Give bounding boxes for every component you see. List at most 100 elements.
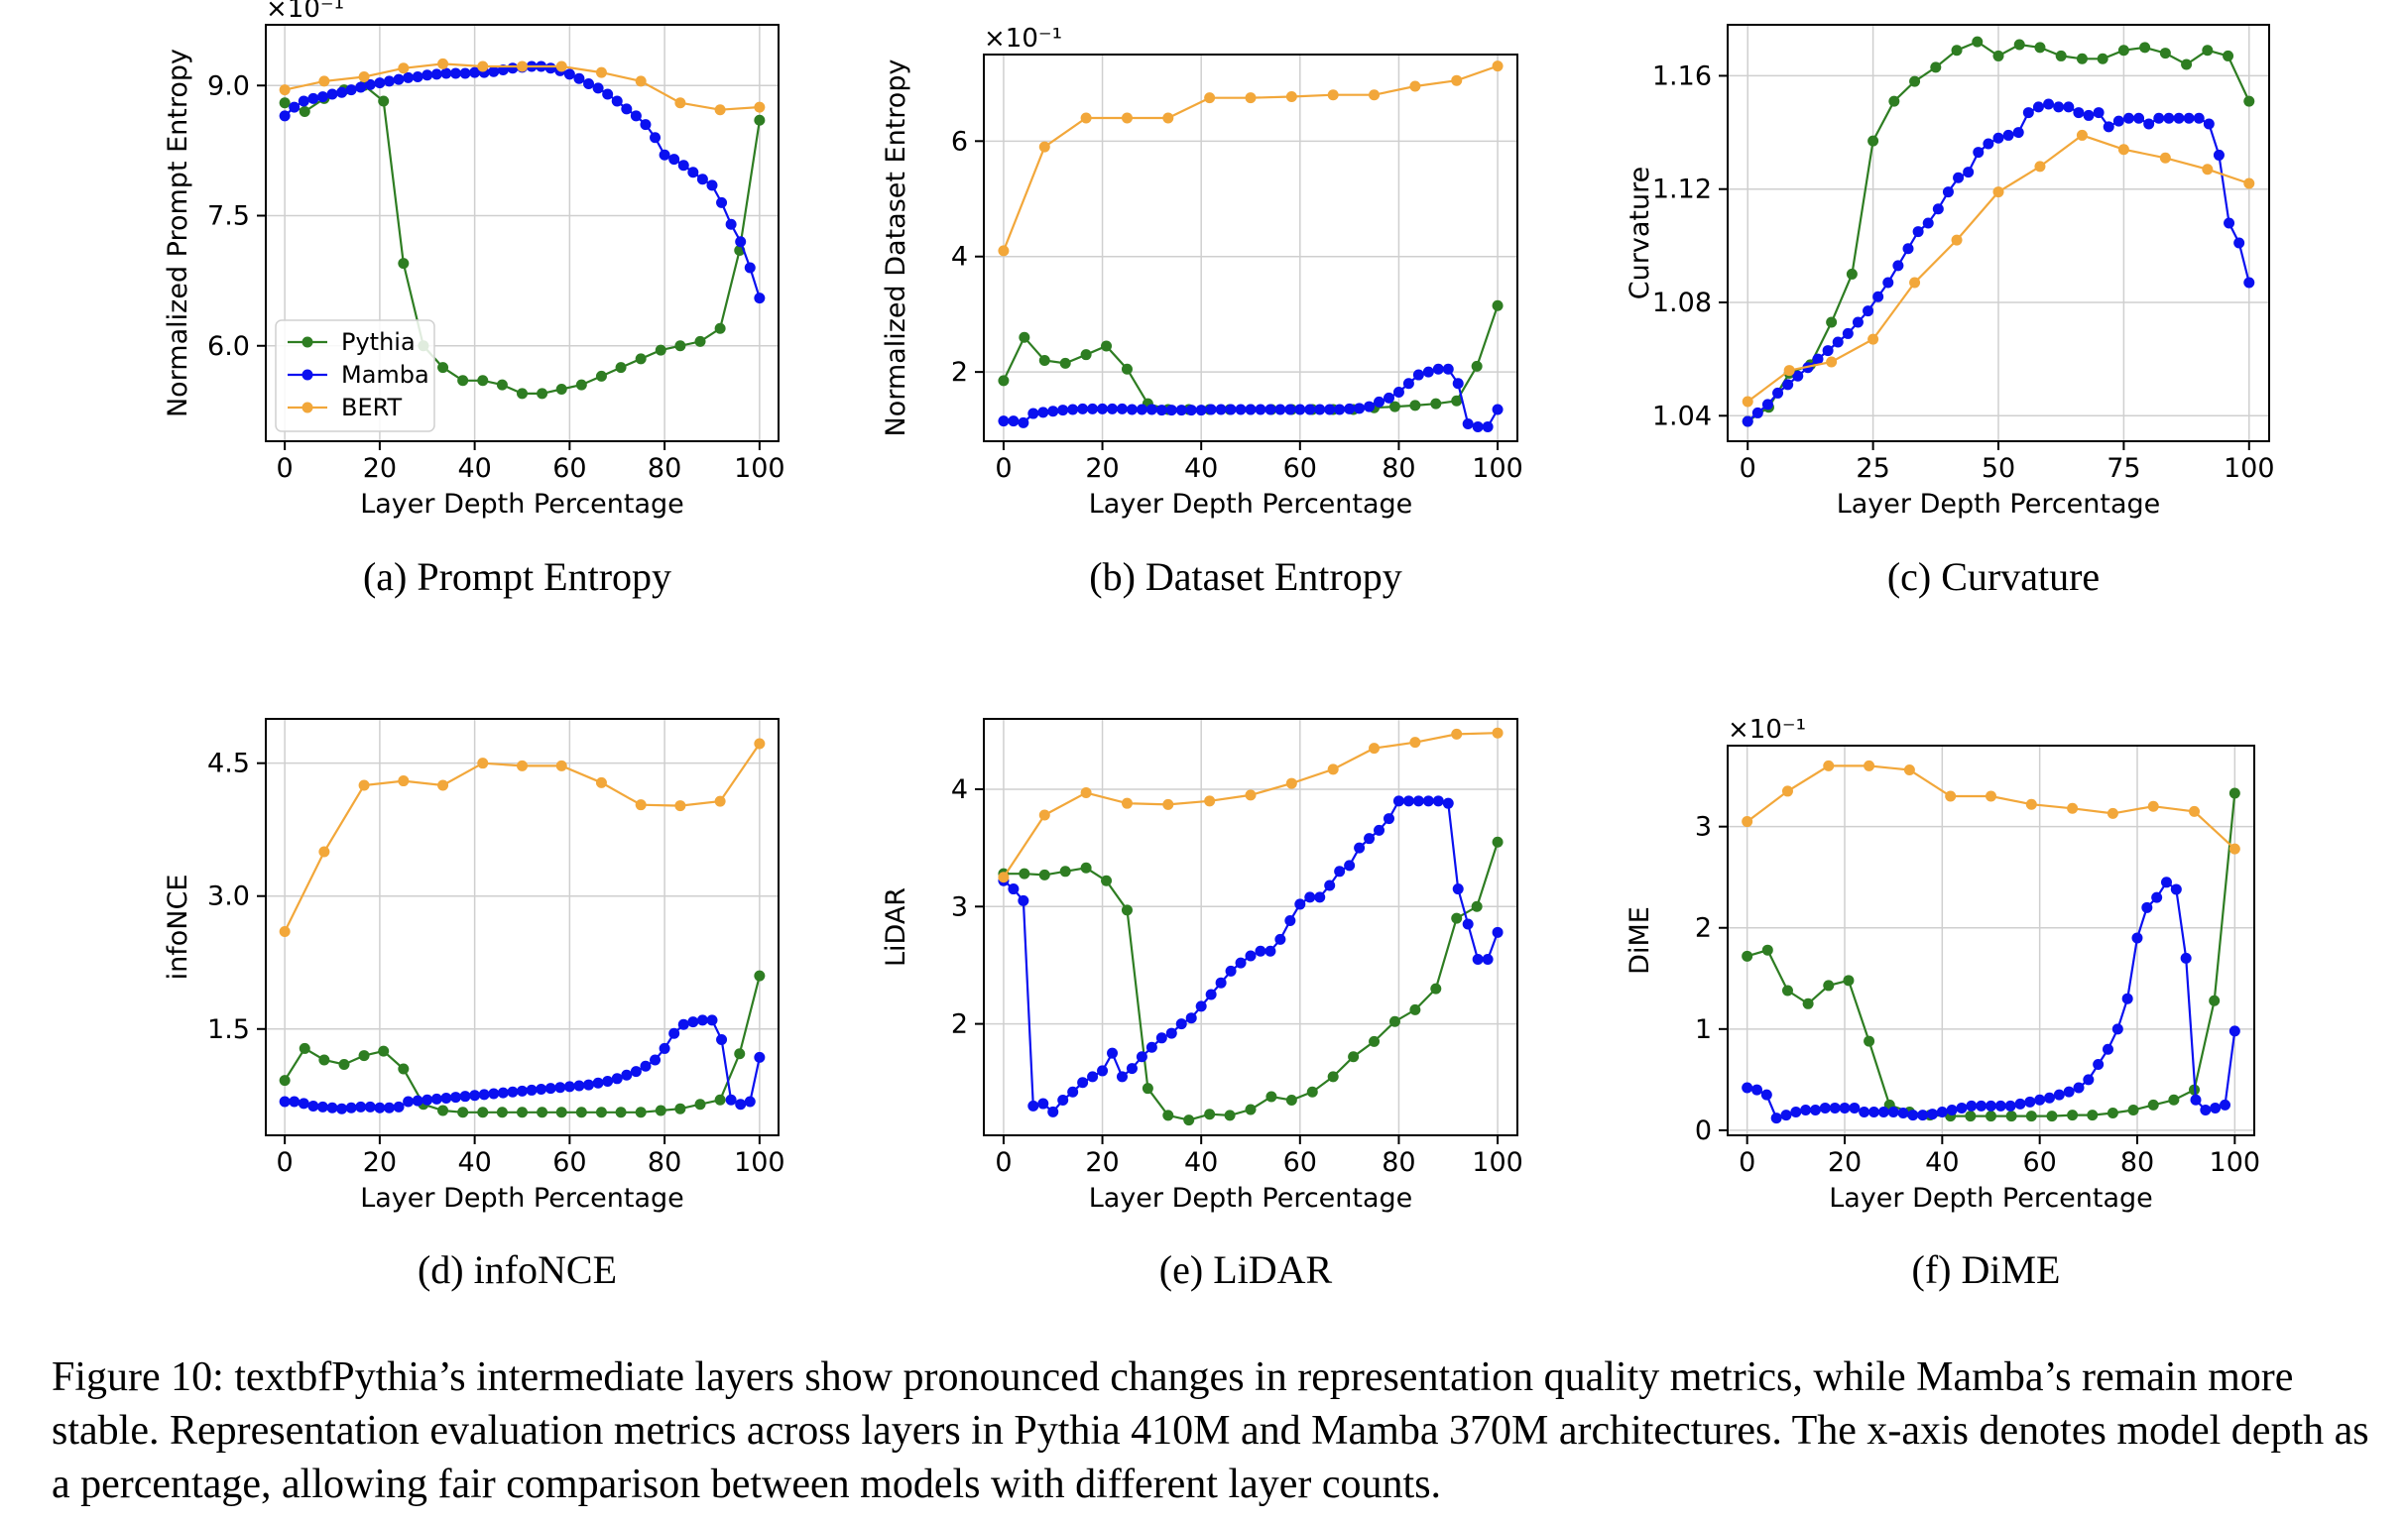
data-point-pythia	[754, 114, 766, 126]
data-point-mamba	[1027, 408, 1039, 419]
data-point-pythia	[595, 1107, 607, 1118]
data-point-mamba	[1165, 405, 1177, 416]
data-point-mamba	[1912, 226, 1924, 238]
data-point-mamba	[488, 65, 500, 77]
data-point-pythia	[595, 370, 607, 382]
data-point-bert	[279, 84, 291, 96]
data-point-mamba	[640, 1060, 652, 1072]
data-point-mamba	[1245, 404, 1257, 415]
data-point-mamba	[2233, 237, 2245, 249]
axis-multiplier: ×10⁻¹	[1728, 715, 1806, 745]
data-point-bert	[398, 62, 410, 74]
data-point-mamba	[1087, 403, 1099, 414]
y-tick-label: 4	[951, 242, 968, 273]
y-tick-label: 3	[1695, 812, 1712, 843]
data-point-mamba	[716, 1033, 728, 1045]
x-axis-label: Layer Depth Percentage	[360, 1183, 684, 1214]
data-point-mamba	[706, 1014, 718, 1026]
data-point-mamba	[1324, 880, 1336, 891]
data-point-mamba	[326, 88, 338, 100]
data-point-mamba	[1225, 965, 1237, 977]
data-point-mamba	[2203, 118, 2215, 130]
data-point-mamba	[2083, 1074, 2095, 1086]
x-tick-label: 80	[1382, 1147, 1415, 1178]
x-tick-label: 20	[363, 1147, 397, 1178]
data-point-mamba	[1942, 186, 1954, 198]
data-point-mamba	[563, 68, 575, 80]
data-point-pythia	[1843, 975, 1855, 987]
data-point-mamba	[1462, 418, 1474, 430]
data-point-bert	[517, 760, 528, 771]
x-axis-label: Layer Depth Percentage	[360, 489, 684, 520]
subcaption: (c) Curvature	[1887, 554, 2100, 599]
data-point-mamba	[1973, 147, 1985, 159]
data-point-mamba	[536, 1084, 547, 1096]
legend-box	[275, 319, 435, 432]
data-point-bert	[517, 60, 528, 72]
data-point-bert	[318, 75, 330, 87]
data-point-pythia	[1183, 1114, 1195, 1126]
x-tick-label: 60	[552, 453, 586, 484]
y-tick-label: 1.08	[1652, 288, 1712, 318]
data-point-mamba	[1936, 1107, 1948, 1118]
y-axis-label: LiDAR	[881, 887, 911, 967]
data-point-pythia	[517, 388, 528, 400]
x-axis-label: Layer Depth Percentage	[1829, 1183, 2153, 1214]
data-point-mamba	[1057, 1095, 1069, 1107]
data-point-mamba	[2012, 127, 2024, 139]
data-point-pythia	[2181, 59, 2193, 70]
data-point-mamba	[2183, 112, 2195, 124]
data-point-mamba	[621, 103, 633, 115]
data-point-mamba	[279, 1096, 291, 1108]
data-point-mamba	[2063, 101, 2075, 113]
data-point-pythia	[1864, 1035, 1875, 1047]
x-tick-label: 0	[1740, 453, 1756, 484]
data-point-pythia	[714, 1094, 726, 1106]
data-point-mamba	[1354, 403, 1366, 414]
data-point-mamba	[1047, 406, 1059, 417]
data-point-bert	[2067, 802, 2079, 814]
data-point-mamba	[592, 1077, 604, 1089]
data-point-mamba	[687, 1016, 699, 1028]
data-point-mamba	[583, 78, 595, 89]
data-point-mamba	[1462, 918, 1474, 930]
data-point-mamba	[1284, 914, 1296, 926]
chart-panel: 0 25 50 75 100 1.04 1.08 1.12 1.16 Layer Depth Pe…	[1625, 24, 2275, 599]
data-point-bert	[635, 75, 647, 87]
chart-panel: 0 20 40 60 80 100 6.0 7.5 9.0 ×10⁻¹ Layer Depth Pe…	[163, 0, 785, 599]
data-point-pythia	[555, 1107, 567, 1118]
data-point-mamba	[1175, 1018, 1187, 1030]
data-point-bert	[437, 779, 449, 791]
x-tick-label: 25	[1856, 453, 1889, 484]
data-point-pythia	[1867, 135, 1879, 147]
data-point-mamba	[393, 73, 405, 85]
data-point-mamba	[2004, 1100, 2016, 1112]
data-point-mamba	[1274, 933, 1286, 945]
data-point-mamba	[307, 92, 319, 104]
data-point-mamba	[2073, 107, 2085, 119]
data-point-pythia	[1492, 836, 1504, 848]
data-point-mamba	[1822, 345, 1834, 357]
data-point-mamba	[2190, 1094, 2202, 1106]
x-tick-label: 100	[2224, 453, 2275, 484]
data-point-mamba	[449, 1092, 461, 1104]
data-point-mamba	[1492, 404, 1504, 415]
x-tick-label: 40	[457, 453, 491, 484]
plot-frame	[983, 54, 1518, 442]
data-point-mamba	[706, 179, 718, 191]
x-tick-label: 40	[457, 1147, 491, 1178]
data-point-bert	[1245, 789, 1257, 801]
data-point-bert	[2147, 800, 2159, 812]
data-point-mamba	[2083, 109, 2095, 121]
data-point-bert	[1080, 787, 1092, 799]
data-point-mamba	[668, 154, 680, 166]
data-point-pythia	[694, 1099, 706, 1111]
data-point-mamba	[1264, 945, 1276, 957]
subcaption: (a) Prompt Entropy	[363, 554, 671, 599]
data-point-bert	[358, 71, 370, 82]
data-point-pythia	[338, 1059, 350, 1071]
data-point-mamba	[1882, 277, 1894, 289]
y-axis-label: Normalized Prompt Entropy	[163, 49, 193, 417]
data-point-mamba	[1364, 401, 1376, 412]
data-point-mamba	[2053, 1089, 2065, 1101]
